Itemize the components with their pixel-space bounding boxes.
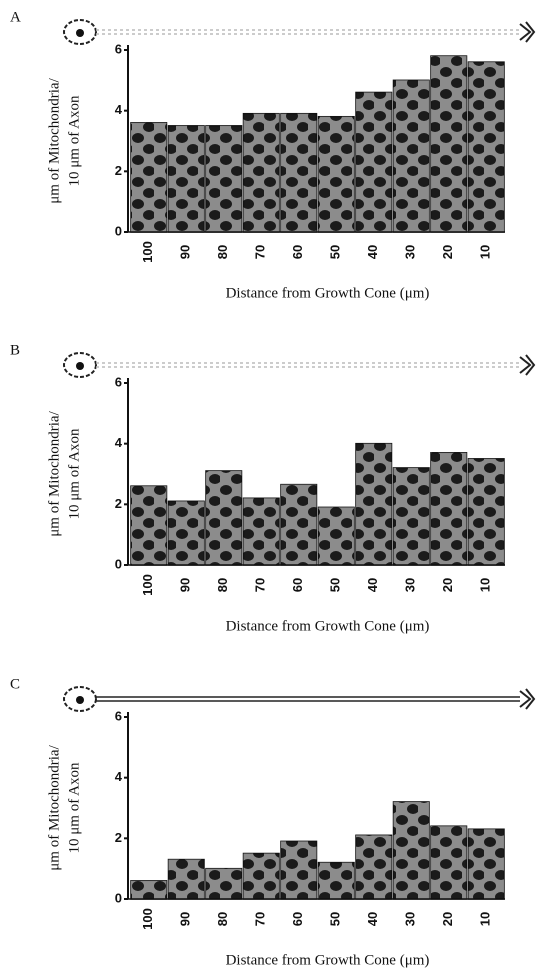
bar-texture [281,484,317,565]
nucleus [76,696,84,704]
bar-texture [206,125,242,232]
x-tick-label: 100 [140,574,155,596]
y-tick-label: 0 [115,556,122,571]
bar-texture [243,113,279,232]
bar-texture [318,862,354,899]
x-tick-label: 40 [365,245,380,259]
bar-texture [393,80,429,232]
x-tick-label: 20 [440,912,455,926]
x-axis-label: Distance from Growth Cone (μm) [226,952,430,968]
bar-texture [131,880,167,899]
y-tick-label: 6 [115,374,122,389]
y-axis-label: μm of Mitochondria/ [46,410,62,536]
panel-label: B [10,342,20,358]
x-axis-label: Distance from Growth Cone (μm) [226,285,430,301]
bar-texture [468,458,504,565]
y-tick-label: 4 [115,435,123,450]
nucleus [76,29,84,37]
panel-label: C [10,676,20,692]
bar-texture [356,92,392,232]
bar-texture [243,498,279,565]
nucleus [76,362,84,370]
x-tick-label: 90 [178,245,193,259]
bar-texture [281,113,317,232]
x-axis-label: Distance from Growth Cone (μm) [226,618,430,634]
y-tick-label: 6 [115,41,122,56]
x-tick-label: 30 [403,245,418,259]
x-tick-label: 20 [440,578,455,592]
y-axis-label: 10 μm of Axon [66,428,82,519]
x-tick-label: 80 [215,578,230,592]
bar-texture [318,507,354,565]
growth-cone [519,21,536,43]
bar-texture [243,853,279,899]
x-tick-label: 50 [328,578,343,592]
y-axis-label: μm of Mitochondria/ [46,77,62,203]
x-tick-label: 30 [403,578,418,592]
bar-texture [168,501,204,565]
bar-texture [356,443,392,565]
y-axis-label: μm of Mitochondria/ [46,744,62,870]
y-tick-label: 2 [115,830,122,845]
bar-texture [281,841,317,899]
x-tick-label: 10 [478,578,493,592]
x-tick-label: 80 [215,245,230,259]
y-axis-label: 10 μm of Axon [66,95,82,186]
x-tick-label: 40 [365,912,380,926]
x-tick-label: 70 [253,245,268,259]
x-tick-label: 100 [140,241,155,263]
x-tick-label: 70 [253,578,268,592]
bar-texture [206,868,242,899]
bar-texture [206,470,242,565]
y-axis-label: 10 μm of Axon [66,762,82,853]
y-tick-label: 6 [115,708,122,723]
bar-texture [356,835,392,899]
cell-body [63,352,97,378]
panel-label: A [10,9,21,25]
x-tick-label: 50 [328,912,343,926]
bar-texture [393,801,429,899]
bar-texture [131,486,167,565]
y-tick-label: 2 [115,496,122,511]
x-tick-label: 40 [365,578,380,592]
x-tick-label: 30 [403,912,418,926]
bar-texture [468,829,504,899]
y-tick-label: 2 [115,163,122,178]
bar-texture [318,116,354,232]
x-tick-label: 70 [253,912,268,926]
x-tick-label: 60 [290,245,305,259]
bar-texture [168,859,204,899]
y-tick-label: 4 [115,102,123,117]
x-tick-label: 60 [290,912,305,926]
y-tick-label: 4 [115,769,123,784]
x-tick-label: 90 [178,912,193,926]
bar-texture [168,125,204,232]
bar-texture [431,452,467,565]
x-tick-label: 50 [328,245,343,259]
bar-texture [431,826,467,899]
cell-body [63,19,97,45]
bar-texture [393,467,429,565]
bar-texture [468,62,504,233]
x-tick-label: 60 [290,578,305,592]
x-tick-label: 80 [215,912,230,926]
x-tick-label: 10 [478,245,493,259]
y-tick-label: 0 [115,890,122,905]
x-tick-label: 90 [178,578,193,592]
y-tick-label: 0 [115,223,122,238]
bar-texture [431,56,467,232]
cell-body [63,686,97,712]
bar-texture [131,122,167,232]
x-tick-label: 20 [440,245,455,259]
x-tick-label: 100 [140,908,155,930]
growth-cone [519,688,536,710]
x-tick-label: 10 [478,912,493,926]
growth-cone [519,354,536,376]
